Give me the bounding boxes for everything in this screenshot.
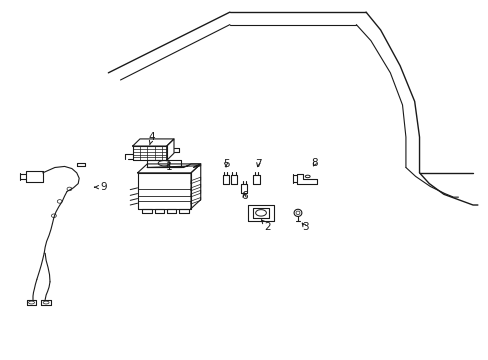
Text: 9: 9 [94, 182, 106, 192]
Text: 8: 8 [311, 158, 318, 168]
Text: 4: 4 [148, 132, 155, 145]
Text: 6: 6 [241, 191, 247, 201]
Text: 7: 7 [254, 159, 261, 169]
Text: 3: 3 [302, 222, 308, 232]
Text: 2: 2 [261, 220, 271, 232]
Text: 5: 5 [222, 159, 229, 169]
Text: 1: 1 [165, 162, 172, 172]
